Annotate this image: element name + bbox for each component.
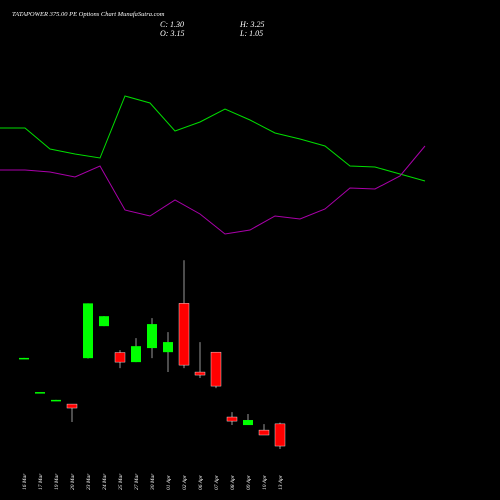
x-tick-label: 17 Mar bbox=[38, 473, 44, 490]
header-high: H: 3.25 bbox=[239, 20, 264, 29]
x-tick-label: 24 Mar bbox=[101, 473, 108, 490]
x-tick-label: 20 Mar bbox=[70, 473, 76, 490]
x-tick-label: 06 Apr bbox=[198, 474, 204, 490]
x-tick-label: 10 Apr bbox=[262, 474, 268, 490]
candle-body bbox=[66, 403, 78, 409]
chart-title: TATAPOWER 375.00 PE Options Chart Munafa… bbox=[12, 11, 165, 18]
candle-body bbox=[274, 423, 286, 447]
candle-body bbox=[147, 324, 157, 349]
x-tick-label: 19 Mar bbox=[54, 473, 60, 490]
candle-body bbox=[243, 420, 253, 426]
candle-body bbox=[114, 352, 126, 363]
indicator-line bbox=[0, 95, 426, 182]
header-open: O: 3.15 bbox=[160, 29, 184, 38]
x-tick-label: 09 Apr bbox=[246, 474, 252, 490]
candle-body bbox=[83, 303, 93, 359]
x-tick-label: 25 Mar bbox=[118, 473, 124, 490]
header-close: C: 1.30 bbox=[160, 20, 184, 29]
candle-body bbox=[258, 429, 270, 436]
x-tick-label: 27 Mar bbox=[134, 473, 140, 490]
x-tick-label: 02 Apr bbox=[182, 474, 188, 490]
candle-body bbox=[19, 357, 29, 360]
x-tick-label: 16 Mar bbox=[22, 473, 28, 490]
x-tick-label: 01 Apr bbox=[166, 474, 172, 490]
candle-body bbox=[226, 416, 238, 422]
candle-body bbox=[35, 392, 45, 394]
candle-body bbox=[194, 371, 206, 376]
candle-body bbox=[131, 346, 141, 363]
candle-body bbox=[178, 303, 190, 366]
x-tick-label: 07 Apr bbox=[214, 474, 220, 490]
x-tick-label: 08 Apr bbox=[230, 474, 236, 490]
candle-body bbox=[51, 399, 61, 402]
x-tick-label: 23 Mar bbox=[86, 473, 92, 490]
candle-body bbox=[99, 316, 109, 327]
indicator-line bbox=[0, 145, 426, 235]
header-low: L: 1.05 bbox=[239, 29, 263, 38]
candle-body bbox=[210, 351, 222, 387]
candle-body bbox=[163, 342, 173, 353]
x-tick-label: 30 Mar bbox=[150, 473, 156, 491]
x-tick-label: 13 Apr bbox=[278, 474, 284, 490]
